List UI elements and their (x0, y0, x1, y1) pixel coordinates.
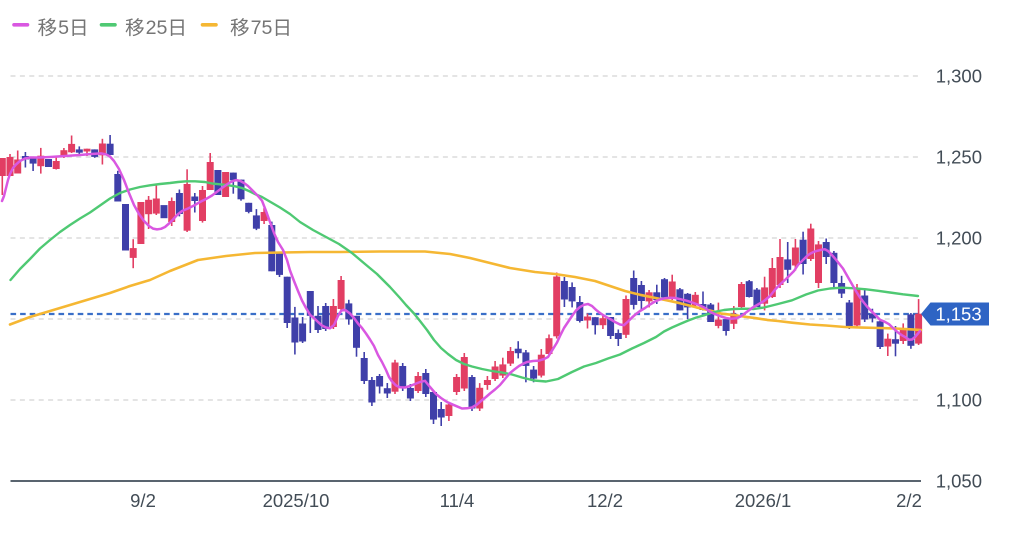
svg-text:12/2: 12/2 (587, 490, 623, 511)
svg-text:1,153: 1,153 (935, 304, 981, 325)
svg-text:25: 25 (146, 17, 168, 39)
svg-text:1,300: 1,300 (936, 66, 982, 87)
svg-text:1,050: 1,050 (936, 471, 982, 492)
svg-text:5: 5 (58, 17, 69, 39)
svg-text:2/2: 2/2 (896, 490, 922, 511)
svg-text:1,200: 1,200 (936, 228, 982, 249)
svg-text:1,100: 1,100 (936, 390, 982, 411)
svg-text:11/4: 11/4 (440, 490, 475, 511)
svg-text:1,250: 1,250 (936, 147, 982, 168)
svg-text:75: 75 (251, 17, 273, 39)
svg-text:9/2: 9/2 (130, 490, 156, 511)
svg-text:2025/10: 2025/10 (263, 490, 330, 511)
svg-text:2026/1: 2026/1 (735, 490, 792, 511)
